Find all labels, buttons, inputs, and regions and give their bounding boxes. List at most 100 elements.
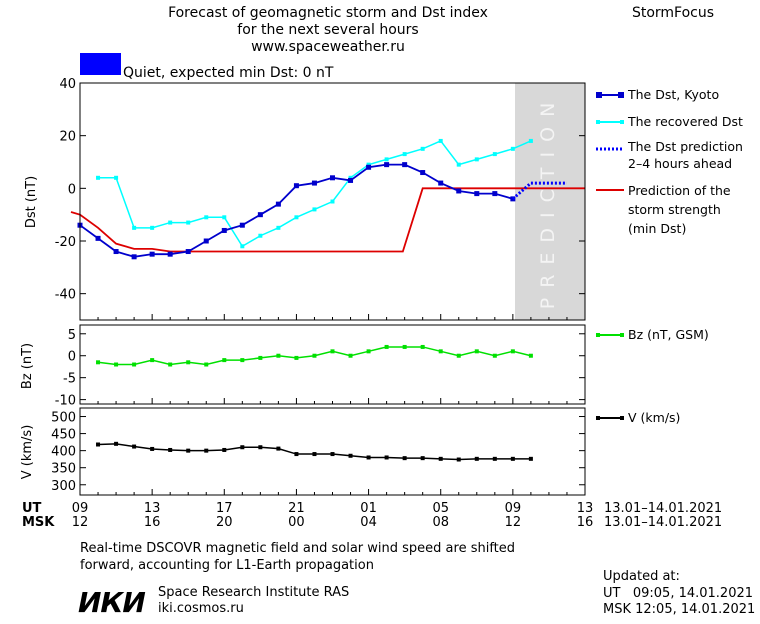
recovered-dst-point	[132, 225, 137, 230]
v-panel: 500 450 400 350 300 V (km/s)	[20, 407, 586, 496]
bz-point	[528, 353, 533, 358]
ut-label: UT	[22, 501, 42, 516]
recovered-dst-point	[204, 215, 209, 220]
solar-wind-speed-point	[132, 444, 137, 449]
dst-y-tick-label: -40	[55, 288, 76, 303]
title-line-2: for the next several hours	[237, 22, 418, 38]
institute-site[interactable]: iki.cosmos.ru	[158, 601, 244, 616]
msk-tick-label: 20	[216, 515, 233, 530]
bz-point	[330, 349, 335, 354]
brand-name: StormFocus	[632, 5, 714, 21]
dst-kyoto-point	[438, 180, 444, 186]
bz-point	[312, 353, 317, 358]
v-y-tick-label: 500	[51, 411, 76, 426]
dst-kyoto-point	[384, 162, 390, 168]
bz-point	[168, 362, 173, 367]
legend-strength-label-1: Prediction of the	[628, 183, 731, 198]
solar-wind-speed-point	[528, 456, 533, 461]
solar-wind-speed-point	[168, 447, 173, 452]
recovered-dst-point	[276, 225, 281, 230]
bz-point	[204, 362, 209, 367]
recovered-dst-point	[348, 175, 353, 180]
bz-y-ticks: 5 0 -5 -10	[55, 328, 586, 409]
recovered-dst-point	[492, 152, 497, 157]
dst-y-tick-label: -20	[55, 235, 76, 250]
bz-point	[366, 349, 371, 354]
solar-wind-speed-point	[402, 456, 407, 461]
dst-kyoto-point	[203, 238, 209, 244]
legend-v-label: V (km/s)	[628, 410, 680, 425]
msk-tick-label: 12	[72, 515, 89, 530]
legend-dst-marker	[596, 92, 602, 98]
msk-tick-label: 12	[505, 515, 522, 530]
ut-tick-label: 09	[505, 501, 522, 516]
ut-tick-label: 17	[216, 501, 233, 516]
bz-point	[420, 344, 425, 349]
solar-wind-speed-point	[330, 452, 335, 457]
solar-wind-speed-line	[98, 443, 531, 461]
solar-wind-speed-point	[222, 447, 227, 452]
ut-date-range: 13.01–14.01.2021	[604, 501, 722, 516]
recovered-dst-point	[456, 162, 461, 167]
dst-kyoto-point	[492, 191, 498, 197]
recovered-dst-point	[258, 233, 263, 238]
bz-y-tick-label: -10	[55, 394, 76, 409]
dst-kyoto-point	[149, 251, 155, 257]
msk-date-range: 13.01–14.01.2021	[604, 515, 722, 530]
recovered-dst-point	[402, 152, 407, 157]
solar-wind-speed-point	[456, 457, 461, 462]
solar-wind-speed-point	[150, 446, 155, 451]
bz-point	[132, 362, 137, 367]
v-axis-label: V (km/s)	[20, 425, 35, 480]
bz-point	[294, 355, 299, 360]
recovered-dst-line	[98, 140, 532, 248]
bz-point	[258, 355, 263, 360]
bz-point	[474, 349, 479, 354]
dst-kyoto-point	[366, 164, 372, 170]
dst-kyoto-point	[420, 170, 426, 176]
bz-point	[492, 353, 497, 358]
bz-axis-label: Bz (nT)	[20, 343, 35, 389]
legend-bz-label: Bz (nT, GSM)	[628, 327, 709, 342]
solar-wind-speed-point	[384, 455, 389, 460]
dst-kyoto-point	[311, 180, 317, 186]
bz-point	[276, 353, 281, 358]
dst-y-ticks: 40 20 0 -20 -40	[55, 77, 586, 320]
v-y-tick-label: 400	[51, 445, 76, 460]
dst-prediction-line	[511, 181, 567, 200]
solar-wind-speed-point	[312, 452, 317, 457]
institute-name: Space Research Institute RAS	[158, 585, 349, 600]
dst-kyoto-point	[257, 212, 263, 218]
solar-wind-speed-point	[294, 452, 299, 457]
legend-v-marker	[620, 416, 624, 420]
legend-dst-label: The Dst, Kyoto	[627, 87, 719, 102]
title-url[interactable]: www.spaceweather.ru	[251, 39, 405, 55]
bz-y-tick-label: 0	[68, 350, 76, 365]
solar-wind-speed-point	[348, 453, 353, 458]
solar-wind-speed-point	[240, 445, 245, 450]
footer-note-line-1: Real-time DSCOVR magnetic field and sola…	[80, 541, 515, 556]
bz-point	[186, 360, 191, 365]
ut-tick-label: 13	[144, 501, 161, 516]
prediction-band	[515, 83, 585, 320]
recovered-dst-point	[474, 157, 479, 162]
dst-kyoto-point	[293, 183, 299, 189]
legend-bz-marker	[620, 333, 624, 337]
dst-kyoto-point	[348, 177, 354, 183]
ut-tick-label: 05	[432, 501, 449, 516]
bz-y-tick-label: -5	[63, 372, 76, 387]
status-text: Quiet, expected min Dst: 0 nT	[123, 65, 334, 81]
recovered-dst-point	[114, 175, 119, 180]
dst-kyoto-point	[95, 235, 101, 241]
bz-point	[348, 353, 353, 358]
v-y-tick-label: 300	[51, 479, 76, 494]
solar-wind-speed-point	[510, 456, 515, 461]
recovered-dst-point	[240, 244, 245, 249]
recovered-dst-point	[366, 162, 371, 167]
legend-recovered-marker	[620, 120, 624, 124]
msk-tick-label: 00	[288, 515, 305, 530]
bz-point	[96, 360, 101, 365]
dst-kyoto-point	[474, 191, 480, 197]
